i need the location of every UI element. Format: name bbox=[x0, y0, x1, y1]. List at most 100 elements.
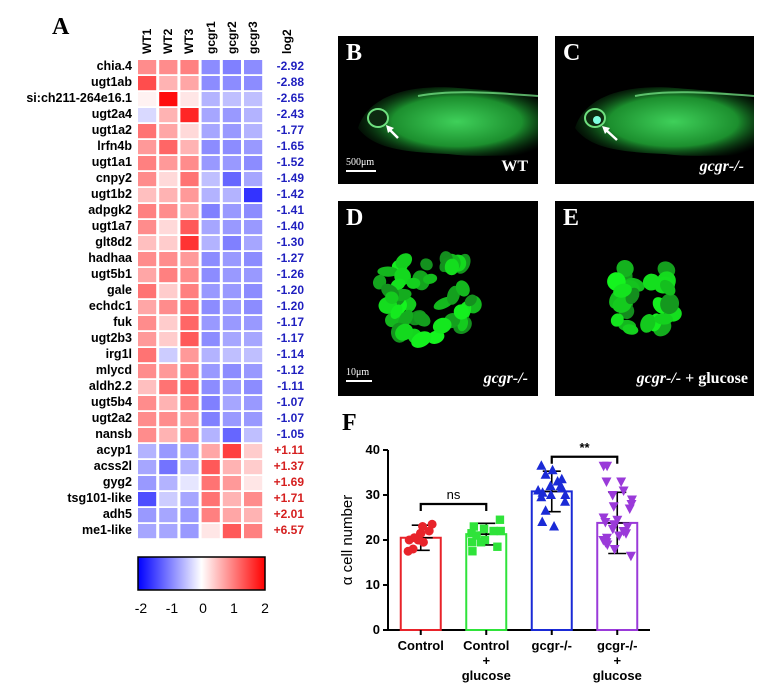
heatmap-cell bbox=[159, 140, 178, 155]
alpha-cell bbox=[398, 309, 414, 328]
heatmap-cell bbox=[222, 476, 241, 491]
gene-label: ugt1ab bbox=[91, 75, 132, 89]
log2-value: -2.65 bbox=[276, 91, 304, 105]
significance-bracket bbox=[419, 502, 488, 511]
log2-value: -2.43 bbox=[276, 107, 304, 121]
log2-value: -1.26 bbox=[276, 267, 304, 281]
heatmap-cell bbox=[201, 428, 220, 443]
data-point bbox=[616, 477, 627, 487]
heatmap-cell bbox=[180, 220, 199, 235]
heatmap-cell bbox=[180, 188, 199, 203]
panel-c-letter: C bbox=[563, 40, 581, 66]
heatmap-cell bbox=[222, 316, 241, 331]
y-tick-label: 40 bbox=[366, 442, 380, 457]
data-point bbox=[608, 502, 619, 512]
genotype-label: gcgr-/- bbox=[483, 370, 528, 387]
log2-value: -1.07 bbox=[276, 411, 304, 425]
heatmap-cell bbox=[180, 428, 199, 443]
heatmap-cell bbox=[138, 156, 157, 171]
alpha-cell bbox=[660, 279, 676, 296]
colorbar-tick: -1 bbox=[165, 600, 179, 616]
alpha-cell bbox=[432, 317, 452, 334]
heatmap-cell bbox=[159, 316, 178, 331]
data-point bbox=[496, 526, 505, 536]
data-point bbox=[536, 460, 547, 470]
treatment-label: + glucose bbox=[681, 370, 748, 387]
heatmap-cell bbox=[180, 156, 199, 171]
significance-label: ** bbox=[579, 440, 590, 455]
heatmap-cell bbox=[159, 492, 178, 507]
heatmap-cell bbox=[244, 188, 263, 203]
heatmap-cell bbox=[159, 156, 178, 171]
data-point bbox=[537, 487, 548, 497]
gene-label: ugt1a7 bbox=[91, 219, 132, 233]
heatmap-cell bbox=[159, 412, 178, 427]
log2-value: -2.88 bbox=[276, 75, 304, 89]
heatmap-cell bbox=[244, 300, 263, 315]
heatmap-cell bbox=[180, 92, 199, 107]
y-tick-label: 20 bbox=[366, 532, 380, 547]
heatmap-cell bbox=[244, 332, 263, 347]
heatmap-cell bbox=[180, 284, 199, 299]
scalebar-label: 10μm bbox=[346, 367, 370, 378]
heatmap-cell bbox=[180, 268, 199, 283]
micrograph-b: B 500μm WT bbox=[338, 36, 538, 184]
panel-a-letter: A bbox=[52, 14, 70, 40]
gene-label: chia.4 bbox=[96, 59, 132, 73]
x-category-label: glucose bbox=[462, 668, 511, 683]
heatmap-cell bbox=[180, 476, 199, 491]
heatmap-cell bbox=[159, 364, 178, 379]
gene-label: echdc1 bbox=[88, 299, 132, 313]
heatmap-cell bbox=[180, 412, 199, 427]
heatmap-cell bbox=[138, 396, 157, 411]
data-point bbox=[537, 516, 548, 526]
data-point bbox=[545, 480, 556, 490]
log2-value: -1.42 bbox=[276, 187, 304, 201]
gene-label: ugt2a4 bbox=[91, 107, 132, 121]
log2-value: -1.17 bbox=[276, 315, 304, 329]
heatmap-cell bbox=[180, 348, 199, 363]
data-point bbox=[495, 515, 505, 524]
heatmap-cell bbox=[244, 92, 263, 107]
heatmap-colorbar bbox=[137, 556, 266, 591]
data-point bbox=[547, 464, 558, 475]
heatmap-cell bbox=[138, 76, 157, 91]
heatmap-cell bbox=[201, 204, 220, 219]
log2-value: +1.37 bbox=[273, 459, 304, 473]
data-point bbox=[624, 504, 635, 514]
alpha-cell bbox=[395, 323, 414, 341]
heatmap-cell bbox=[244, 348, 263, 363]
heatmap-cell bbox=[244, 268, 263, 283]
heatmap-cell bbox=[222, 508, 241, 523]
heatmap-cell bbox=[180, 124, 199, 139]
heatmap-cell bbox=[138, 236, 157, 251]
gene-label: ugt2b3 bbox=[91, 331, 132, 345]
log2-value: -1.52 bbox=[276, 155, 304, 169]
heatmap-cell bbox=[244, 284, 263, 299]
heatmap-cell bbox=[180, 140, 199, 155]
heatmap-cell bbox=[159, 92, 178, 107]
heatmap-cell bbox=[201, 444, 220, 459]
heatmap-cell bbox=[222, 284, 241, 299]
log2-value: -1.41 bbox=[276, 203, 304, 217]
heatmap-cell bbox=[244, 396, 263, 411]
heatmap-cell bbox=[180, 524, 199, 539]
heatmap-cell bbox=[138, 524, 157, 539]
heatmap-cell bbox=[138, 364, 157, 379]
heatmap-cell bbox=[159, 252, 178, 267]
data-point bbox=[469, 522, 479, 531]
heatmap-cell bbox=[222, 108, 241, 123]
data-point bbox=[618, 486, 629, 496]
data-point bbox=[472, 531, 481, 540]
log2-value: -1.30 bbox=[276, 235, 304, 249]
data-point bbox=[427, 519, 437, 529]
heatmap-cell bbox=[180, 444, 199, 459]
data-point bbox=[467, 538, 477, 547]
heatmap-cell bbox=[159, 76, 178, 91]
heatmap-cell bbox=[201, 252, 220, 267]
alpha-cell bbox=[411, 331, 432, 348]
genotype-label-italic: gcgr-/- bbox=[636, 370, 682, 387]
gene-label: ugt5b1 bbox=[91, 267, 132, 281]
heatmap-cell bbox=[159, 236, 178, 251]
x-category-label: + bbox=[613, 653, 621, 668]
